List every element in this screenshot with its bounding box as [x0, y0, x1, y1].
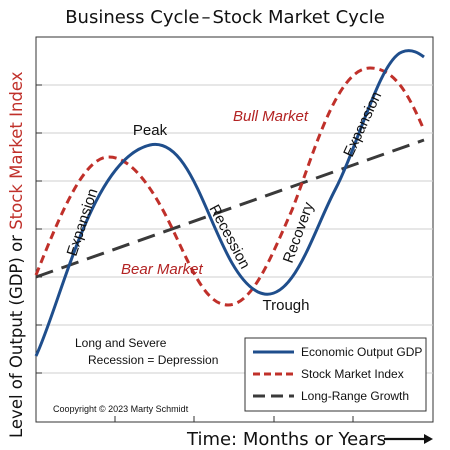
title-left: Business Cycle — [65, 7, 199, 28]
trough-label: Trough — [263, 297, 310, 314]
diagram-title: Business Cycle – Stock Market Cycle — [65, 7, 385, 28]
copyright-text: Coopyright © 2023 Marty Schmidt — [53, 404, 189, 414]
y-label-stock: Stock Market Index — [7, 71, 26, 230]
y-label-or: or — [7, 230, 26, 257]
legend: Economic Output GDP Stock Market Index L… — [244, 337, 427, 412]
bull-market-label: Bull Market — [233, 108, 309, 125]
depression-note-line2: Recession = Depression — [88, 353, 218, 367]
economic-output-gdp-line — [34, 49, 425, 357]
title-dash: – — [201, 7, 210, 28]
legend-label-trend: Long-Range Growth — [301, 389, 409, 403]
y-axis-label: Level of Output (GDP) or Stock Market In… — [7, 71, 26, 438]
bear-market-label: Bear Market — [121, 261, 204, 278]
stock-market-index-line — [34, 66, 426, 307]
title-right: Stock Market Cycle — [212, 7, 384, 28]
long-range-growth-line — [35, 138, 425, 279]
depression-note-line1: Long and Severe — [75, 336, 167, 350]
legend-label-gdp: Economic Output GDP — [301, 345, 422, 359]
legend-label-stock: Stock Market Index — [301, 367, 404, 381]
y-label-output: Level of Output (GDP) — [7, 257, 26, 438]
time-arrow-icon — [384, 434, 433, 444]
x-axis-label: Time: Months or Years — [186, 429, 386, 450]
peak-label: Peak — [133, 122, 168, 139]
